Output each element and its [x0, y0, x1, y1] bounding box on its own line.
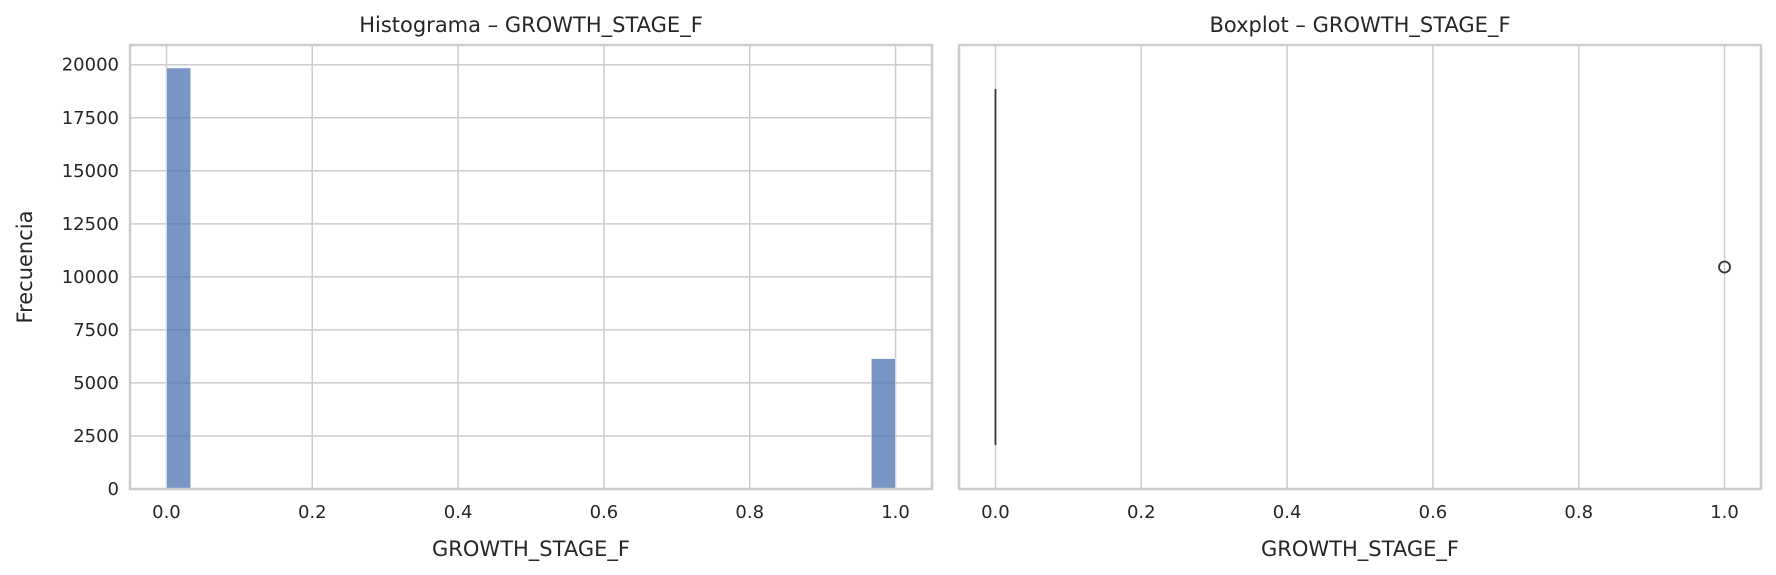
histogram-title: Histograma – GROWTH_STAGE_F: [359, 13, 703, 38]
histogram-y-tick-label: 7500: [73, 320, 119, 341]
boxplot-x-tick-label: 0.6: [1419, 502, 1448, 523]
histogram-y-tick-label: 5000: [73, 373, 119, 394]
histogram-x-tick-label: 0.2: [298, 502, 327, 523]
boxplot-marks: [994, 89, 1731, 445]
histogram-y-tick-label: 17500: [62, 108, 119, 129]
histogram-bar: [166, 67, 192, 490]
histogram-y-tick-label: 15000: [62, 161, 119, 182]
histogram-x-tick-label: 0.4: [444, 502, 473, 523]
histogram-y-tick-label: 10000: [62, 267, 119, 288]
histogram-frame: [128, 43, 934, 491]
boxplot-x-label: GROWTH_STAGE_F: [1261, 537, 1459, 562]
histogram-y-tick-label: 12500: [62, 214, 119, 235]
boxplot-x-tick-label: 0.4: [1273, 502, 1302, 523]
histogram-y-tick-label: 2500: [73, 426, 119, 447]
histogram-x-label: GROWTH_STAGE_F: [432, 537, 630, 562]
histogram-y-tick-label: 0: [108, 479, 119, 500]
histogram-x-ticks: 0.0 0.2 0.4 0.6 0.8 1.0: [152, 502, 910, 523]
boxplot-x-tick-label: 0.2: [1127, 502, 1156, 523]
histogram-y-label: Frecuencia: [13, 211, 37, 324]
boxplot-grid: [994, 45, 1726, 489]
boxplot-x-tick-label: 0.8: [1564, 502, 1593, 523]
histogram-grid: [130, 45, 932, 490]
boxplot-x-tick-label: 1.0: [1710, 502, 1739, 523]
histogram-bar: [870, 358, 896, 490]
boxplot-outlier: [1718, 260, 1731, 274]
boxplot-x-tick-label: 0.0: [981, 502, 1010, 523]
boxplot-x-ticks: 0.0 0.2 0.4 0.6 0.8 1.0: [981, 502, 1739, 523]
histogram-x-tick-label: 0.8: [735, 502, 764, 523]
histogram-x-tick-label: 1.0: [881, 502, 910, 523]
histogram-y-ticks: 0 2500 5000 7500 10000 12500 15000 17500 20000: [62, 55, 119, 500]
boxplot-panel: 0.0 0.2 0.4 0.6 0.8 1.0 Boxplot – GROWTH_STAG…: [957, 13, 1763, 562]
histogram-panel: 0.0 0.2 0.4 0.6 0.8 1.0 0 2500 5000 7500 10000 125…: [13, 13, 934, 562]
histogram-x-tick-label: 0.6: [590, 502, 619, 523]
boxplot-title: Boxplot – GROWTH_STAGE_F: [1209, 13, 1510, 38]
histogram-bars: [166, 67, 896, 490]
histogram-x-tick-label: 0.0: [152, 502, 181, 523]
histogram-y-tick-label: 20000: [62, 55, 119, 76]
boxplot-frame: [957, 43, 1763, 491]
